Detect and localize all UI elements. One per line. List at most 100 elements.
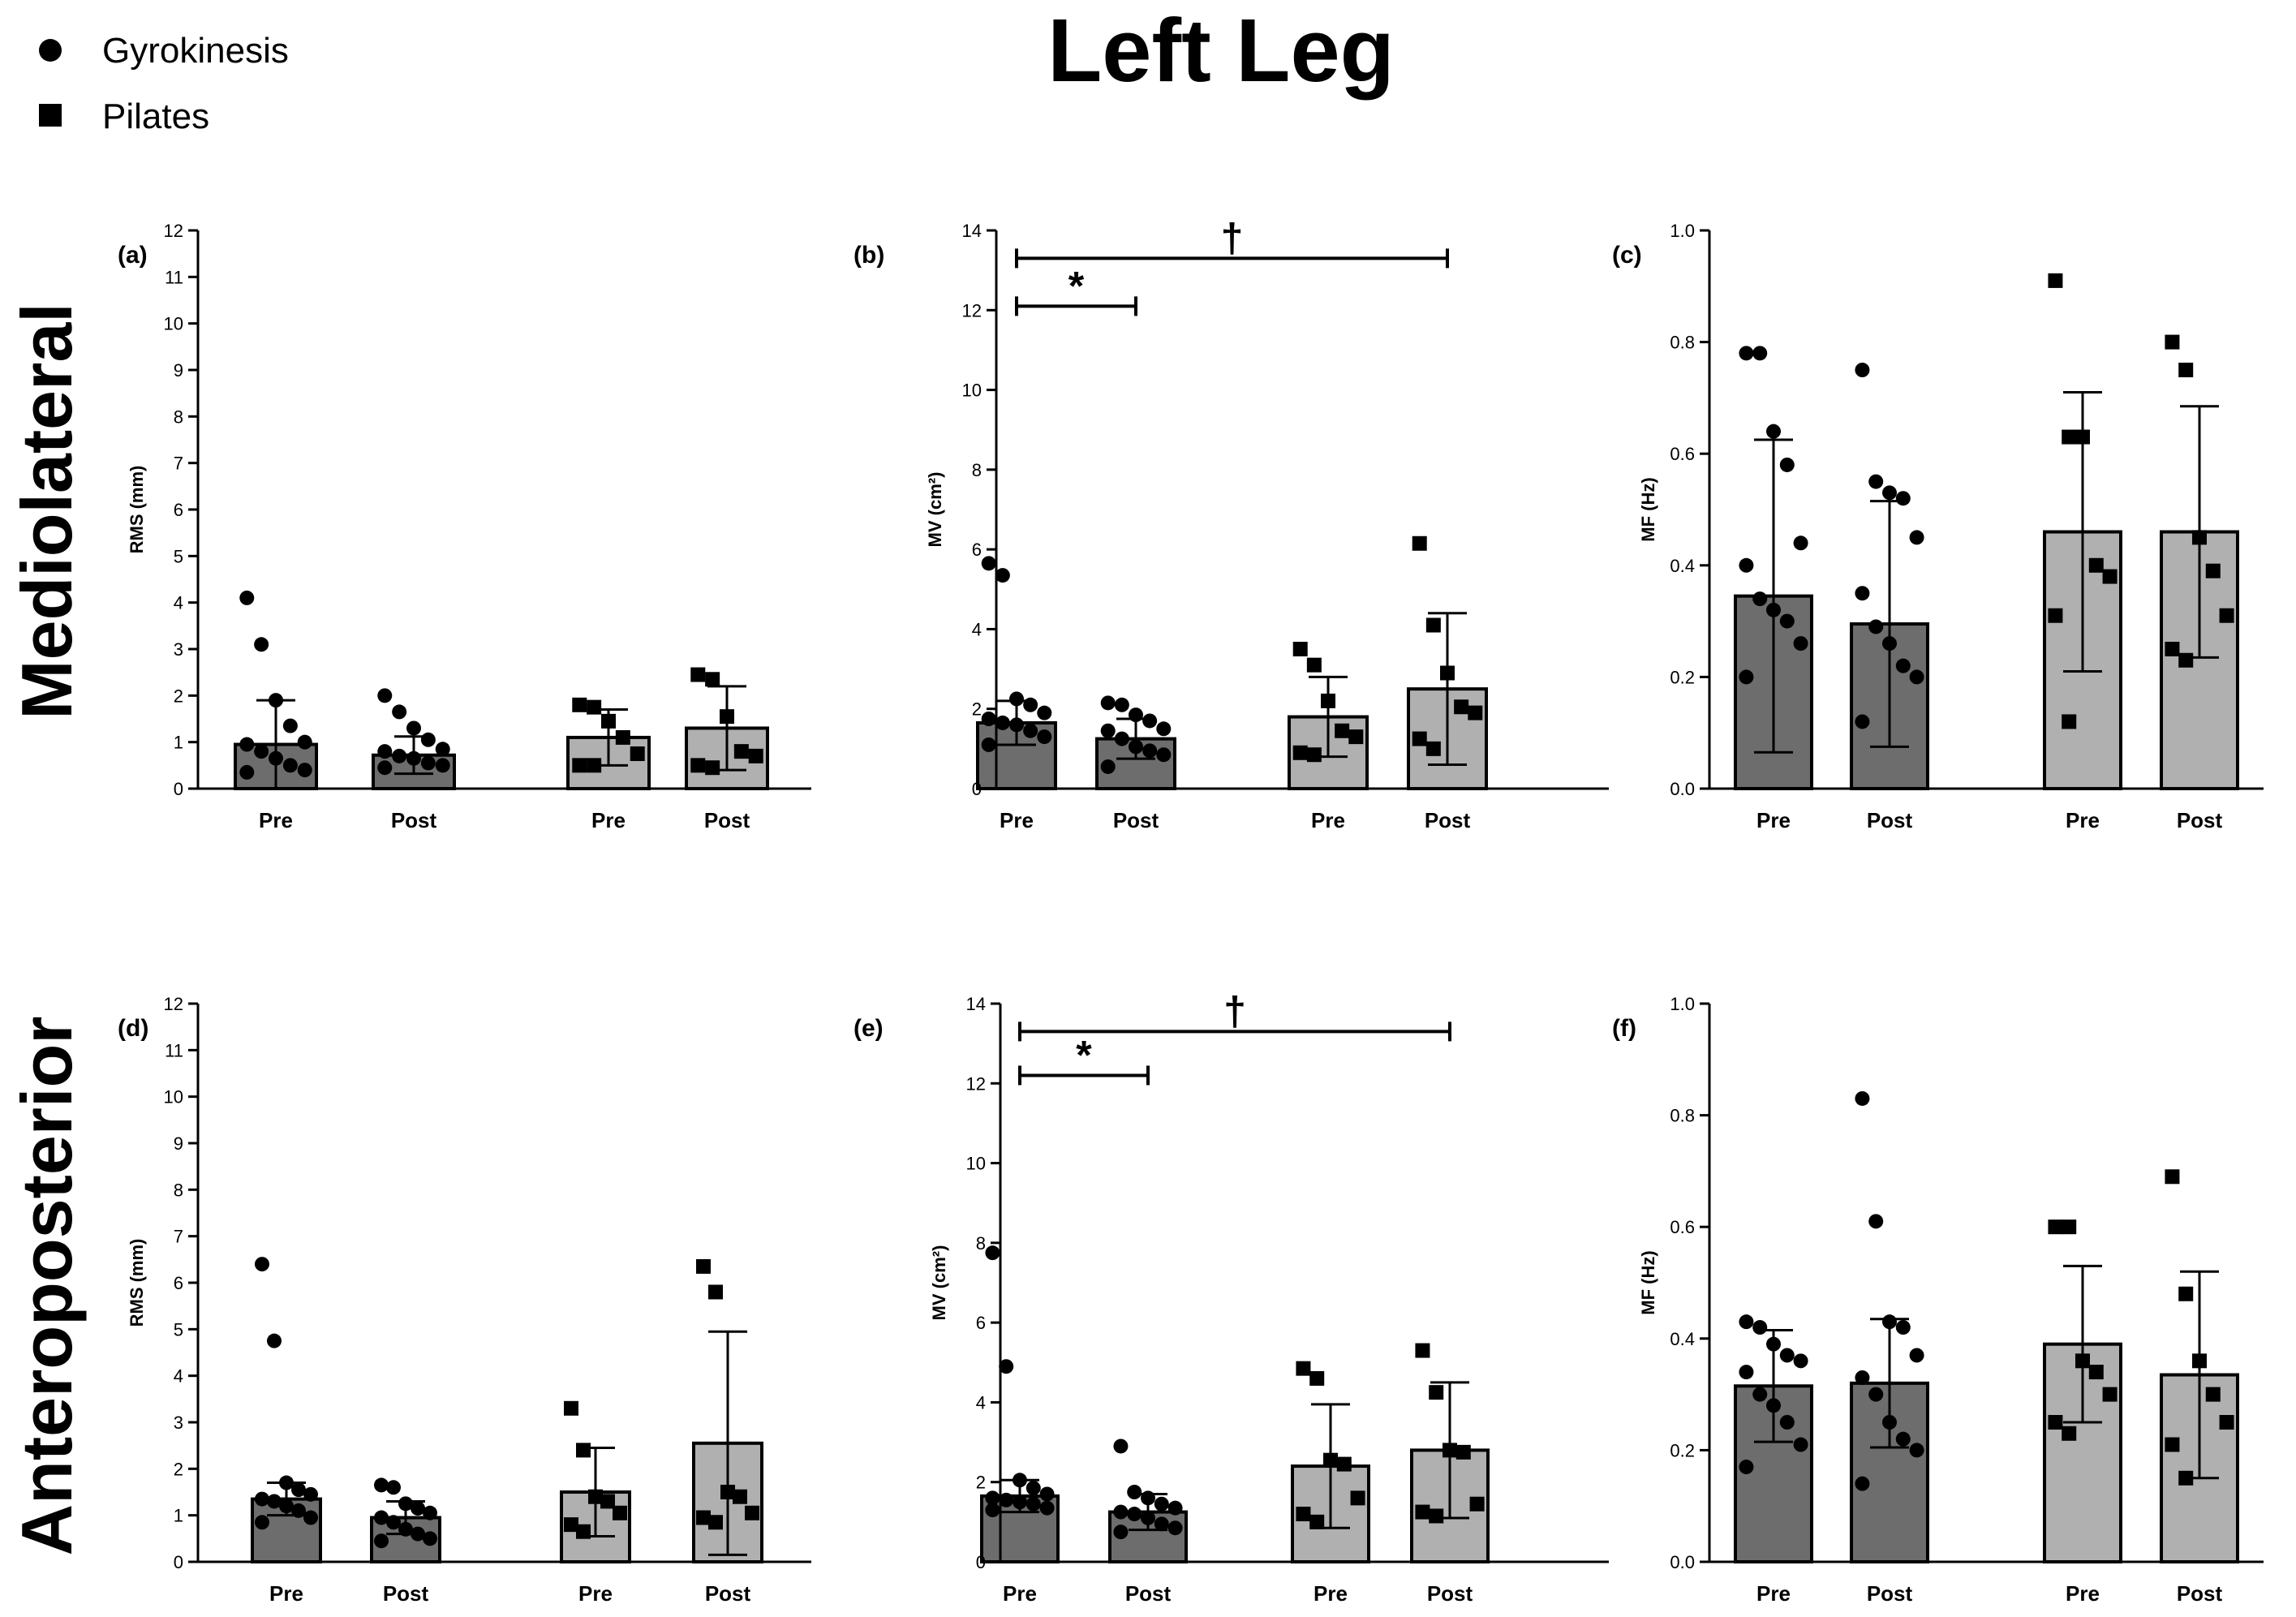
data-point (411, 1501, 425, 1516)
data-point (1779, 1348, 1795, 1363)
data-point (2102, 1387, 2118, 1402)
data-point (1855, 714, 1870, 729)
category-label: Post (1425, 808, 1471, 832)
y-tick-label: 12 (164, 994, 183, 1014)
data-point (435, 758, 450, 773)
data-point (423, 1531, 437, 1546)
data-point (564, 1517, 578, 1533)
data-point (2062, 1219, 2077, 1235)
data-point (386, 1515, 401, 1530)
data-point (696, 1258, 711, 1274)
y-tick-label: 0 (174, 779, 183, 799)
data-point (254, 637, 269, 652)
data-point (1882, 1314, 1897, 1330)
category-label: Pre (2066, 1581, 2100, 1606)
data-point (1739, 1314, 1754, 1330)
data-point (2205, 1387, 2221, 1402)
data-point (303, 1510, 318, 1525)
y-tick-label: 10 (962, 381, 982, 401)
data-point (377, 760, 393, 776)
data-point (720, 1485, 735, 1499)
y-tick-label: 1 (174, 1506, 183, 1526)
row-label-mediolateral: Mediolateral (6, 303, 87, 719)
y-tick-label: 2 (976, 1473, 986, 1493)
category-label: Post (391, 808, 437, 832)
panel-label: (c) (1612, 242, 1642, 269)
data-point (2219, 608, 2234, 623)
panel-label: (f) (1612, 1015, 1636, 1042)
data-point (1752, 1387, 1768, 1402)
data-point (1855, 1370, 1870, 1385)
data-point (1868, 1387, 1884, 1402)
category-label: Pre (1756, 808, 1791, 832)
data-point (981, 712, 996, 726)
data-point (1127, 1507, 1142, 1522)
data-point (572, 697, 587, 712)
data-point (1415, 1504, 1430, 1520)
data-point (1895, 658, 1911, 673)
y-tick-label: 0 (972, 779, 982, 799)
y-tick-label: 6 (174, 500, 183, 520)
data-point (588, 1489, 603, 1504)
data-point (1129, 739, 1143, 755)
y-tick-label: 9 (174, 360, 183, 381)
panel-b: Pre Post Pre Post 0 2 4 6 8 10 12 14 MV (cm²) (b) * † (853, 215, 1609, 832)
data-point (279, 1475, 294, 1490)
y-axis-label: MF (Hz) (1638, 477, 1658, 541)
data-point (1323, 1452, 1338, 1468)
panel-e: Pre Post Pre Post 0 2 4 6 8 10 12 14 MV (cm²) (e) * † (853, 988, 1609, 1606)
data-point (1752, 1320, 1768, 1335)
data-point (420, 732, 436, 747)
category-label: Pre (591, 808, 626, 832)
y-axis-label: MV (cm²) (925, 472, 945, 548)
data-point (282, 718, 298, 733)
category-label: Post (1867, 808, 1913, 832)
y-tick-label: 0.6 (1670, 444, 1695, 464)
data-point (1454, 699, 1469, 715)
data-point (1412, 535, 1427, 551)
data-point (1350, 1490, 1365, 1506)
data-point (2192, 1353, 2207, 1369)
data-point (999, 1359, 1014, 1374)
significance-mark: * (1068, 263, 1085, 308)
data-point (1113, 1504, 1129, 1520)
data-point (377, 744, 393, 759)
data-point (1429, 1508, 1444, 1524)
y-tick-label: 14 (962, 221, 982, 241)
data-point (985, 1503, 1000, 1518)
data-point (406, 720, 421, 736)
y-tick-label: 0.8 (1670, 1106, 1695, 1126)
data-point (303, 1486, 318, 1502)
data-point (613, 1505, 627, 1520)
data-point (1292, 642, 1308, 656)
y-tick-label: 11 (165, 1040, 183, 1060)
data-point (2192, 530, 2207, 545)
data-point (282, 758, 298, 773)
data-point (267, 1494, 282, 1509)
data-point (2205, 563, 2221, 578)
data-point (1306, 747, 1322, 763)
data-point (291, 1482, 306, 1498)
data-point (1752, 591, 1768, 607)
data-point (1141, 1490, 1155, 1506)
data-point (985, 1245, 1000, 1261)
data-point (1739, 1365, 1754, 1380)
data-point (1440, 665, 1455, 681)
y-axis-label: RMS (mm) (127, 466, 147, 554)
data-point (576, 1524, 591, 1539)
data-point (255, 1515, 269, 1530)
data-point (1348, 729, 1364, 745)
y-tick-label: 1.0 (1670, 994, 1695, 1014)
data-point (1895, 1431, 1911, 1447)
y-tick-label: 3 (174, 639, 183, 660)
y-tick-label: 12 (962, 300, 982, 320)
data-point (572, 758, 587, 773)
data-point (696, 1510, 711, 1525)
data-point (1113, 1439, 1129, 1454)
data-point (398, 1521, 413, 1537)
category-label: Pre (259, 808, 293, 832)
data-point (733, 1489, 747, 1504)
y-tick-label: 2 (174, 686, 183, 706)
data-point (1039, 1500, 1055, 1516)
data-point (1882, 1415, 1897, 1430)
